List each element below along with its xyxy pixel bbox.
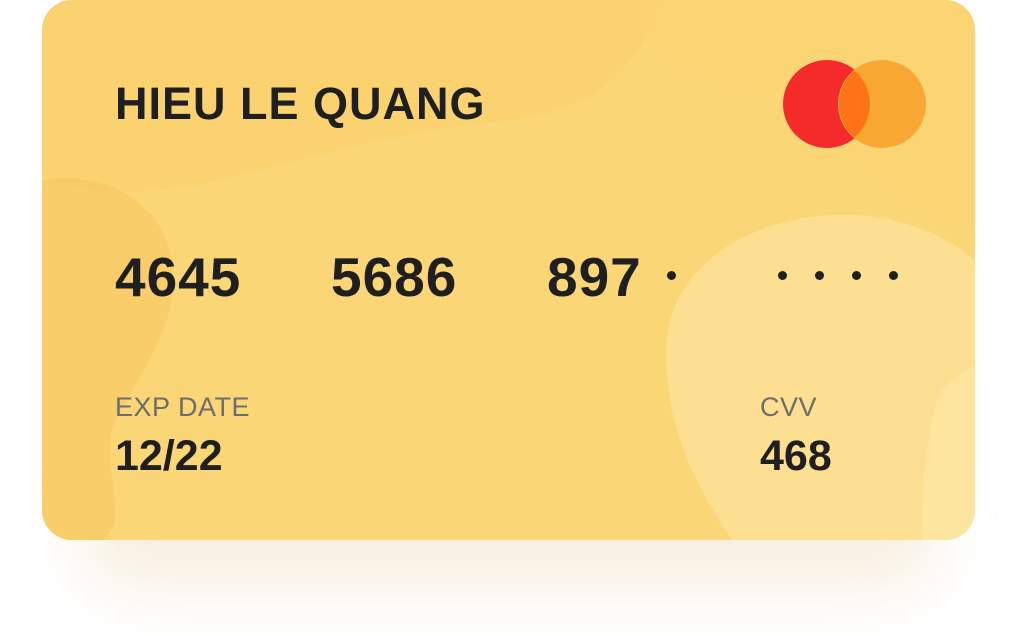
credit-card[interactable]: HIEU LE QUANG 4645 5686 897 EXP DATE 12/… bbox=[42, 0, 975, 540]
masked-digit-dot bbox=[889, 271, 898, 280]
exp-date-label: EXP DATE bbox=[115, 392, 251, 422]
card-background-pattern bbox=[42, 0, 975, 540]
card-number-group-3: 897 bbox=[547, 246, 642, 308]
card-number-group-2: 5686 bbox=[331, 246, 458, 308]
mastercard-logo-icon bbox=[783, 60, 926, 148]
cvv-label: CVV bbox=[760, 392, 818, 422]
masked-digit-dot bbox=[815, 271, 824, 280]
masked-digit-dot bbox=[778, 271, 787, 280]
cvv-value: 468 bbox=[760, 432, 832, 480]
card-holder-name: HIEU LE QUANG bbox=[115, 78, 486, 129]
card-number: 4645 5686 897 bbox=[115, 245, 915, 315]
masked-digit-dot bbox=[852, 271, 861, 280]
exp-date-value: 12/22 bbox=[115, 432, 223, 480]
masked-digit-dot bbox=[667, 271, 676, 280]
card-number-group-1: 4645 bbox=[115, 246, 242, 308]
